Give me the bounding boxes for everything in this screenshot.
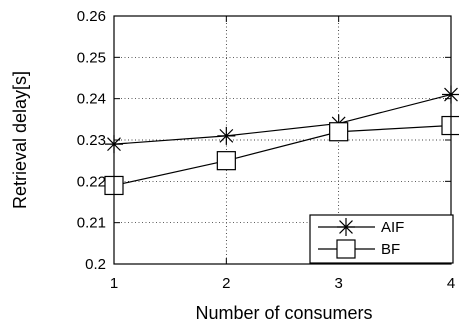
legend: AIF BF: [309, 214, 454, 264]
series-line-bf: [113, 124, 452, 187]
data-point-aif: [217, 126, 236, 145]
y-axis-title: Retrieval delay[s]: [10, 71, 30, 209]
y-tick-label: 0.22: [77, 173, 106, 190]
x-tick-label: 4: [447, 275, 455, 292]
series-line-aif: [113, 93, 452, 145]
plot-frame: [113, 15, 452, 265]
legend-marker-bf: [336, 239, 356, 259]
legend-marker-aif: [337, 218, 355, 236]
y-tick-label: 0.2: [85, 256, 106, 273]
legend-label-aif: AIF: [381, 219, 404, 236]
data-point-bf: [216, 151, 236, 171]
y-axis-ticks: 0.2 0.21 0.22 0.23 0.24 0.25 0.26: [77, 8, 451, 273]
legend-box: [309, 214, 454, 264]
data-point-bf: [329, 122, 349, 142]
legend-marker-aif-shape: [337, 218, 355, 236]
y-tick-label: 0.21: [77, 215, 106, 232]
legend-marker-bf-shape: [336, 239, 356, 259]
legend-label-bf: BF: [381, 241, 400, 258]
y-tick-label: 0.26: [77, 8, 106, 25]
x-tick-label: 3: [334, 275, 342, 292]
y-tick-label: 0.25: [77, 49, 106, 66]
x-axis-title: Number of consumers: [195, 303, 372, 323]
y-tick-label: 0.23: [77, 132, 106, 149]
x-tick-label: 2: [222, 275, 230, 292]
x-tick-label: 1: [110, 275, 118, 292]
y-tick-label: 0.24: [77, 91, 106, 108]
